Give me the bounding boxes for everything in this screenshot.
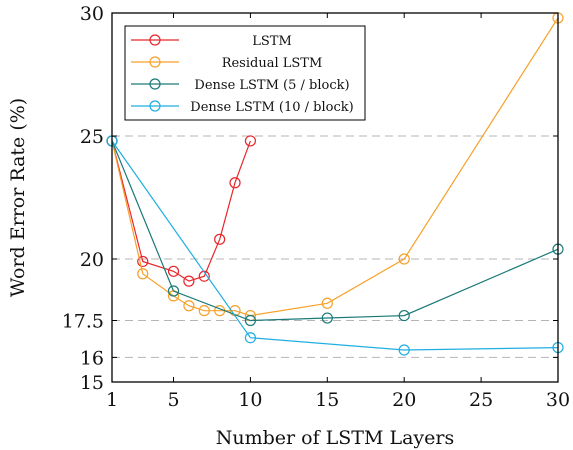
data-point	[321, 312, 333, 324]
data-point	[183, 275, 195, 287]
data-point	[229, 177, 241, 189]
y-tick-label: 16	[80, 347, 104, 369]
x-tick-label: 5	[167, 389, 179, 411]
x-tick-label: 1	[106, 389, 118, 411]
data-point	[244, 314, 257, 327]
series-line	[111, 140, 251, 282]
series-line	[111, 140, 559, 322]
x-axis-title: Number of LSTM Layers	[216, 427, 454, 449]
x-tick-label: 30	[546, 389, 570, 411]
data-point	[198, 305, 210, 317]
data-point	[321, 297, 333, 309]
x-tick-label: 10	[238, 389, 262, 411]
gridlines	[112, 135, 558, 358]
series-line	[111, 17, 559, 317]
x-tick-label: 25	[469, 389, 493, 411]
legend-label: Residual LSTM	[222, 56, 323, 71]
y-axis-ticks: 15 16 17.5 20 25 30	[62, 3, 558, 394]
y-tick-label: 25	[80, 126, 104, 148]
legend-marker	[149, 100, 161, 112]
data-point	[137, 255, 149, 268]
x-tick-label: 15	[315, 389, 339, 411]
data-point	[244, 332, 257, 344]
y-tick-label: 15	[80, 372, 104, 394]
data-point	[244, 135, 257, 147]
data-point	[167, 265, 180, 277]
plot-frame	[111, 12, 559, 383]
data-point	[137, 268, 149, 280]
legend-label: Dense LSTM (5 / block)	[194, 78, 349, 93]
data-point	[214, 233, 226, 245]
legend-marker	[149, 56, 161, 68]
y-tick-label: 20	[80, 249, 104, 271]
x-axis-ticks: 1 5 10 15 20 25 30	[106, 13, 570, 411]
legend-box	[124, 25, 366, 121]
data-point	[167, 285, 180, 297]
x-tick-label: 20	[392, 389, 416, 411]
data-point	[398, 344, 410, 356]
legend-marker	[149, 78, 161, 90]
data-point	[183, 300, 195, 312]
legend-marker	[149, 34, 161, 46]
legend: LSTM Residual LSTM Dense LSTM (5 / block) D…	[124, 25, 366, 121]
legend-label: Dense LSTM (10 / block)	[190, 100, 353, 115]
data-point	[398, 253, 410, 265]
legend-label: LSTM	[252, 34, 292, 49]
y-tick-label: 30	[80, 3, 104, 25]
y-axis-title: Word Error Rate (%)	[7, 98, 29, 297]
series-3	[106, 135, 564, 356]
series-line	[111, 140, 559, 351]
y-tick-label: 17.5	[62, 311, 104, 333]
data-point	[398, 309, 410, 322]
series-0	[106, 135, 257, 287]
